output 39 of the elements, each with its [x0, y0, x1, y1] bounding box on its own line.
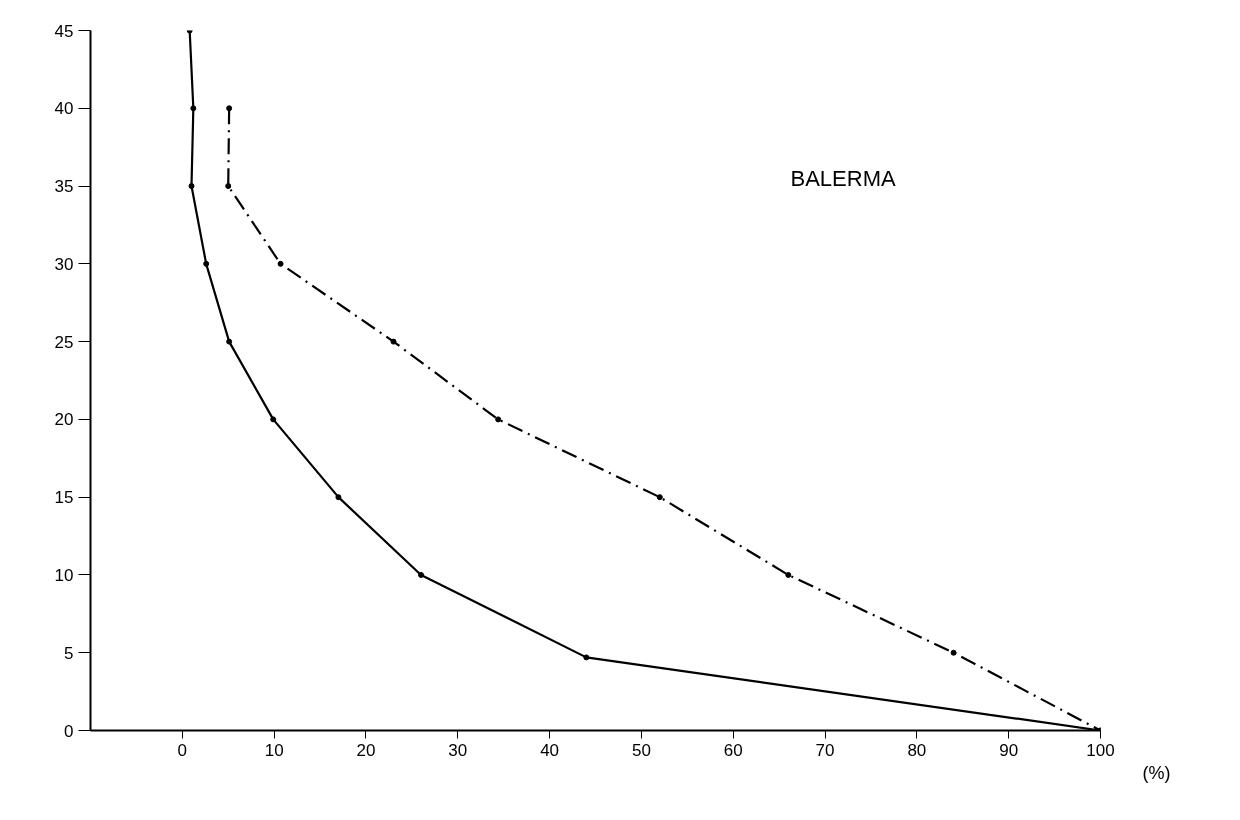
point [270, 416, 277, 423]
x-tick-label: 70 [815, 740, 835, 760]
point [495, 416, 502, 423]
point [188, 183, 195, 190]
x-tick-label: 80 [907, 740, 927, 760]
text: BALERMA [790, 165, 896, 191]
y-tick-label: 25 [54, 332, 74, 352]
y-tick-label: 20 [54, 410, 74, 430]
point [226, 338, 233, 345]
y-tick-label: 40 [54, 99, 74, 119]
point [225, 183, 232, 190]
y-tick-label: 10 [54, 565, 74, 585]
point [203, 260, 210, 267]
point [583, 654, 590, 661]
point [390, 338, 397, 345]
y-tick-label: 45 [54, 21, 74, 41]
x-tick-label: 90 [999, 740, 1019, 760]
y-tick-label: 5 [64, 643, 74, 663]
point [335, 494, 342, 501]
y-tick-label: 30 [54, 254, 74, 274]
y-tick-label: 0 [64, 721, 74, 741]
point [785, 571, 792, 578]
x-tick-label: 60 [723, 740, 743, 760]
y-tick-label: 35 [54, 177, 74, 197]
point [950, 649, 957, 656]
x-tick-label: 100 [1086, 740, 1115, 760]
x-tick-label: 30 [448, 740, 468, 760]
point [190, 105, 197, 112]
point [418, 571, 425, 578]
point [277, 260, 284, 267]
x-tick-label: 10 [264, 740, 284, 760]
y-tick-label: 15 [54, 488, 74, 508]
x-tick-label: 0 [177, 740, 188, 760]
point [226, 105, 233, 112]
x-tick-label: 40 [540, 740, 560, 760]
x-axis-title: (%) [1142, 762, 1171, 783]
x-tick-label: 20 [356, 740, 376, 760]
point [656, 494, 663, 501]
x-tick-label: 50 [631, 740, 651, 760]
